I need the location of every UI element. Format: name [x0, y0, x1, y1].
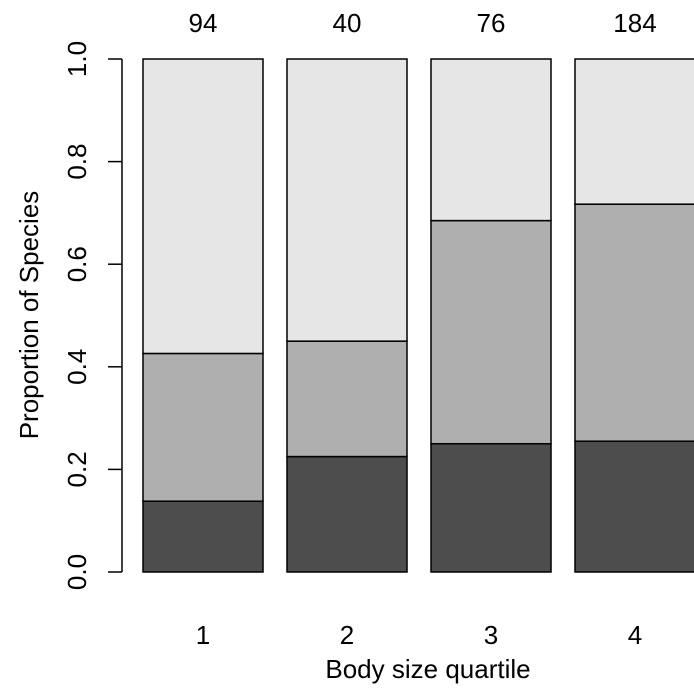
bar-segment-1-3 [142, 58, 264, 355]
bar-segment-3-3 [430, 58, 552, 222]
bar-segment-3-1 [430, 443, 552, 573]
y-tick-label: 1.0 [62, 41, 92, 77]
bar-segment-3-2 [430, 219, 552, 445]
y-tick-label: 0.4 [62, 349, 92, 385]
y-axis-title: Proportion of Species [14, 191, 44, 440]
bar-segment-1-2 [142, 352, 264, 502]
category-labels: 1 2 3 4 [196, 620, 642, 650]
x-tick-label: 2 [340, 620, 354, 650]
y-axis: 0.0 0.2 0.4 0.6 0.8 1.0 [62, 41, 123, 590]
count-labels: 94 40 76 184 [189, 8, 657, 38]
bar-segment-4-2 [574, 203, 694, 442]
bars [142, 58, 694, 573]
count-label: 40 [333, 8, 362, 38]
bar-segment-2-2 [286, 340, 408, 458]
y-tick-label: 0.2 [62, 451, 92, 487]
x-tick-label: 1 [196, 620, 210, 650]
y-tick-label: 0.8 [62, 144, 92, 180]
bar-segment-2-3 [286, 58, 408, 342]
bar-segment-1-1 [142, 500, 264, 573]
bar-segment-2-1 [286, 455, 408, 573]
x-tick-label: 4 [628, 620, 642, 650]
x-axis-title: Body size quartile [325, 654, 530, 684]
count-label: 184 [613, 8, 656, 38]
count-label: 76 [477, 8, 506, 38]
count-label: 94 [189, 8, 218, 38]
bar-segment-4-1 [574, 440, 694, 573]
bar-segment-4-3 [574, 58, 694, 205]
y-tick-label: 0.0 [62, 554, 92, 590]
x-tick-label: 3 [484, 620, 498, 650]
y-tick-label: 0.6 [62, 246, 92, 282]
